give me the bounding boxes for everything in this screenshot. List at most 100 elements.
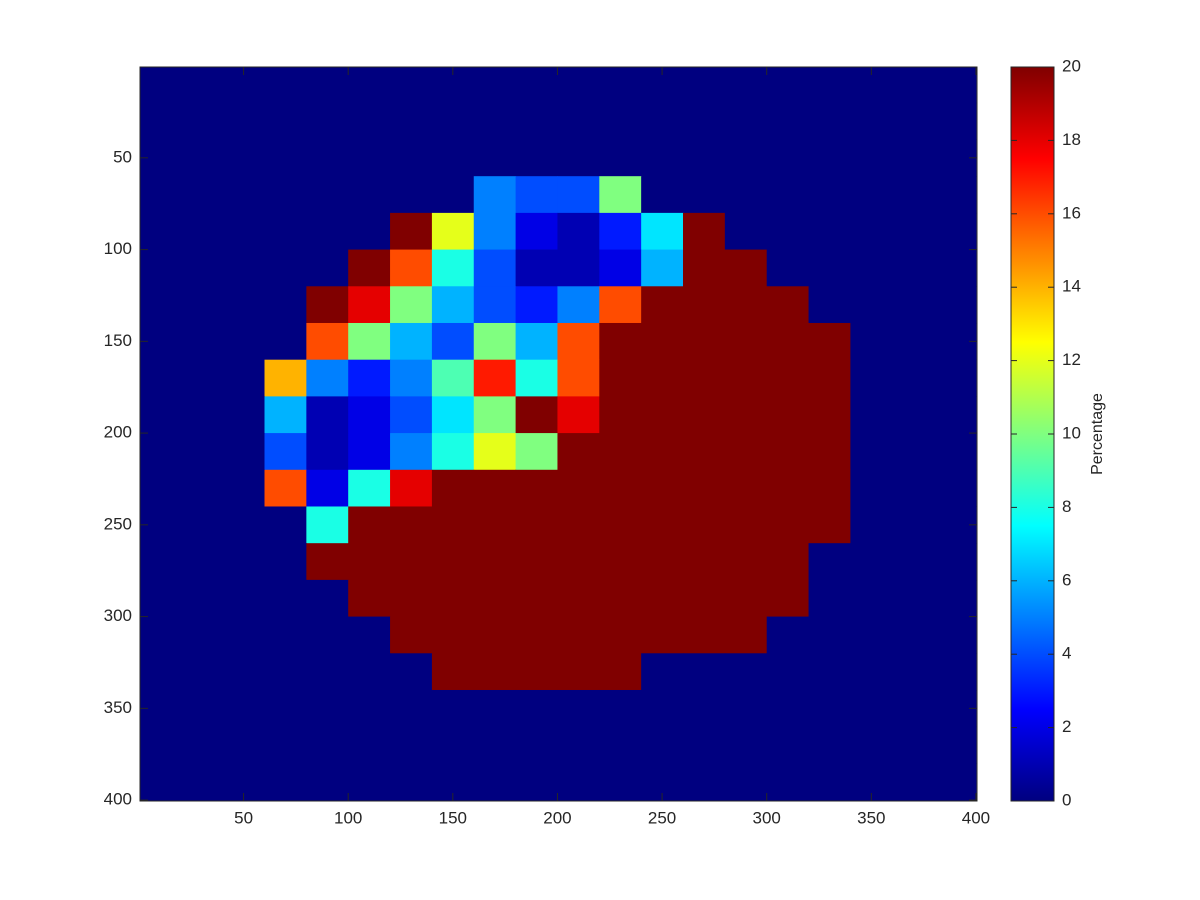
heatmap-cell <box>683 653 726 691</box>
heatmap-cell <box>222 176 266 214</box>
heatmap-cell <box>683 322 726 361</box>
heatmap-cell <box>222 616 266 654</box>
heatmap-cell <box>348 139 391 177</box>
heatmap-cell <box>515 469 558 507</box>
heatmap-cell <box>641 359 684 397</box>
heatmap-cell <box>431 579 475 618</box>
heatmap-cell <box>390 359 433 397</box>
heatmap-cell <box>348 67 391 104</box>
heatmap-cell <box>808 689 851 728</box>
heatmap-cell <box>264 212 307 251</box>
heatmap-cell <box>934 433 977 471</box>
heatmap-cell <box>724 543 768 581</box>
heatmap-cell <box>222 102 266 140</box>
heatmap-cell <box>348 212 391 251</box>
colorbar-tick-label: 6 <box>1062 570 1071 589</box>
heatmap-cell <box>683 579 726 618</box>
heatmap-cell <box>599 469 642 507</box>
heatmap-cell <box>724 726 768 764</box>
heatmap-cell <box>473 359 517 397</box>
heatmap-cell <box>934 396 977 434</box>
heatmap-cell <box>934 726 977 764</box>
heatmap-cell <box>724 579 768 618</box>
heatmap-cell <box>515 139 558 177</box>
heatmap-cell <box>140 67 182 104</box>
heatmap-cell <box>515 653 558 691</box>
heatmap-cell <box>306 616 349 654</box>
heatmap-cell <box>306 506 349 544</box>
heatmap-cell <box>180 396 224 434</box>
heatmap-cell <box>934 249 977 287</box>
heatmap-cell <box>473 433 517 471</box>
heatmap-cell <box>850 139 893 177</box>
heatmap-cell <box>892 139 935 177</box>
heatmap-cell <box>306 469 349 507</box>
heatmap-cell <box>264 359 307 397</box>
heatmap-cell <box>599 579 642 618</box>
heatmap-cell <box>180 433 224 471</box>
heatmap-cell <box>515 322 558 361</box>
heatmap-cell <box>557 579 600 618</box>
heatmap-cell <box>306 579 349 618</box>
heatmap-cell <box>140 359 182 397</box>
heatmap-cell <box>180 616 224 654</box>
heatmap-cell <box>683 359 726 397</box>
heatmap-cell <box>557 176 600 214</box>
heatmap-cell <box>599 322 642 361</box>
heatmap-cell <box>473 726 517 764</box>
heatmap-cell <box>808 102 851 140</box>
y-tick-label: 250 <box>104 514 132 533</box>
heatmap-cell <box>934 469 977 507</box>
heatmap-cell <box>140 726 182 764</box>
heatmap-cell <box>808 139 851 177</box>
heatmap-cell <box>515 212 558 251</box>
x-tick-label: 400 <box>962 808 990 827</box>
heatmap-cell <box>557 726 600 764</box>
heatmap-cell <box>264 579 307 618</box>
heatmap-cell <box>515 763 558 801</box>
heatmap-cell <box>599 653 642 691</box>
heatmap-cell <box>934 616 977 654</box>
heatmap-cell <box>222 322 266 361</box>
heatmap-cell <box>850 322 893 361</box>
heatmap-cell <box>473 579 517 618</box>
colorbar-tick-label: 16 <box>1062 203 1081 222</box>
heatmap-cell <box>766 543 810 581</box>
x-tick-label: 150 <box>439 808 467 827</box>
heatmap-cell <box>641 396 684 434</box>
y-tick-label: 300 <box>104 606 132 625</box>
heatmap-cell <box>306 212 349 251</box>
heatmap-cell <box>264 176 307 214</box>
heatmap-cell <box>766 286 810 324</box>
heatmap-cell <box>473 616 517 654</box>
heatmap-cell <box>808 616 851 654</box>
heatmap-cell <box>180 579 224 618</box>
heatmap-cell <box>431 249 475 287</box>
heatmap-cell <box>808 176 851 214</box>
heatmap-cell <box>473 176 517 214</box>
heatmap-cell <box>557 67 600 104</box>
heatmap-cell <box>473 469 517 507</box>
heatmap-cell <box>431 102 475 140</box>
heatmap-cell <box>222 469 266 507</box>
heatmap-cell <box>766 176 810 214</box>
heatmap-cell <box>306 286 349 324</box>
heatmap-cell <box>599 543 642 581</box>
heatmap-cell <box>599 139 642 177</box>
heatmap-cell <box>641 543 684 581</box>
heatmap-cell <box>180 359 224 397</box>
heatmap-cell <box>515 396 558 434</box>
heatmap-cell <box>724 67 768 104</box>
heatmap-cell <box>892 579 935 618</box>
heatmap-cell <box>892 469 935 507</box>
heatmap-cell <box>808 67 851 104</box>
heatmap-cell <box>390 396 433 434</box>
heatmap-cell <box>557 616 600 654</box>
heatmap-cell <box>180 176 224 214</box>
heatmap-cell <box>390 67 433 104</box>
heatmap-cell <box>180 543 224 581</box>
heatmap-cell <box>473 653 517 691</box>
heatmap-cell <box>641 286 684 324</box>
heatmap-cell <box>390 433 433 471</box>
y-tick-label: 400 <box>104 790 132 809</box>
